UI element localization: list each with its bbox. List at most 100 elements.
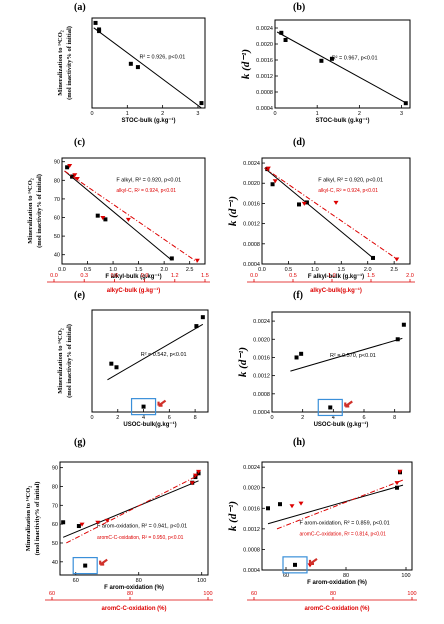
- x2-axis-label: aromC-C-oxidation (%): [102, 606, 167, 612]
- y-axis-label: k (d⁻¹): [227, 501, 239, 531]
- x-tick-label: 0: [273, 111, 276, 117]
- y-tick-label: 90: [52, 466, 58, 472]
- data-point: [125, 217, 131, 222]
- highlight-arrow: [308, 557, 318, 565]
- x2-axis-label: alkyC-bulk(g.kg⁻¹): [310, 287, 362, 294]
- y-tick-label: 0.0008: [243, 242, 260, 248]
- y-axis-label: Mineralization to ¹⁴CO₂: [57, 30, 64, 95]
- panel-label: (f): [293, 290, 303, 301]
- x-tick-label: 2: [301, 415, 304, 421]
- y-tick-label: 70: [54, 197, 60, 203]
- data-point: [301, 201, 307, 206]
- x2-tick-label: 100: [203, 591, 212, 597]
- chart-panel-e: (e) 0 2 4 6 8 USOC-bulk(g.kg⁻¹) Mineralization …: [57, 290, 209, 428]
- data-point: [104, 518, 110, 523]
- data-point: [266, 506, 270, 511]
- x-tick-label: 8: [393, 415, 396, 421]
- y-tick-label: 0.0008: [253, 392, 270, 398]
- fit-line: [264, 167, 398, 260]
- fit-line: [290, 337, 403, 372]
- data-point: [298, 501, 304, 506]
- annotation: alkyl-C, R² = 0.924, p<0.01: [318, 188, 378, 194]
- x2-tick-label: 2.0: [406, 273, 414, 279]
- y-axis-label-sub: (mol inactivity% of initial): [34, 482, 41, 556]
- y-tick-label: 0.0004: [243, 568, 260, 574]
- x-tick-label: 2: [358, 111, 361, 117]
- data-point: [297, 202, 301, 207]
- plot-frame: [91, 309, 209, 413]
- panel-label: (d): [293, 137, 305, 148]
- data-point: [135, 65, 140, 70]
- highlight-box: [72, 556, 98, 575]
- x-tick-label: 4: [142, 415, 145, 421]
- plot-frame: [59, 461, 209, 576]
- x-tick-label: 4: [332, 415, 335, 421]
- chart-panel-f: (f) 0 2 4 6 8 0.0004 0.0008 0.0012 0.0016 0.0020 0.…: [237, 290, 411, 428]
- y-tick-label: 0.0016: [256, 58, 273, 64]
- x2-tick-label: 0.3: [80, 273, 88, 279]
- x-axis-label: F alkyl-bulk (g.kg⁻¹): [105, 273, 161, 280]
- x2-tick-label: 100: [407, 591, 416, 597]
- plot-frame: [274, 19, 411, 109]
- data-point: [74, 176, 80, 181]
- x-axis-label: STOC-bulk (g.kg⁻¹): [315, 117, 369, 124]
- annotation: R² = 0.570, p<0.01: [330, 353, 376, 359]
- y-tick-label: 0.0020: [256, 42, 273, 48]
- plot-frame: [261, 461, 413, 571]
- x-tick-label: 2.0: [364, 267, 372, 273]
- data-point: [304, 200, 309, 205]
- highlight-arrow: [157, 399, 167, 407]
- data-point: [95, 520, 101, 525]
- y-tick-label: 60: [54, 216, 60, 222]
- fit-line: [64, 170, 173, 261]
- x-tick-label: 0.0: [58, 267, 66, 273]
- data-point: [265, 166, 271, 171]
- x-tick-label: 3: [400, 111, 403, 117]
- y-tick-label: 0.0024: [253, 319, 270, 325]
- y-axis-label: k (d⁻¹): [237, 347, 249, 377]
- panel-label: (g): [74, 437, 86, 448]
- data-point: [265, 167, 270, 172]
- annotation: R² = 0.926, p<0.01: [139, 55, 185, 61]
- x2-tick-label: 80: [330, 591, 336, 597]
- annotation: R² = 0.967, p<0.01: [332, 56, 378, 62]
- chart-panel-a: (a) 0 1 2 3 STOC-bulk (g.kg⁻¹) Mineralization …: [57, 2, 206, 124]
- data-point: [95, 213, 100, 218]
- x-tick-label: 0.5: [285, 267, 293, 273]
- x-tick-label: 60: [283, 573, 289, 579]
- plot-frame: [91, 17, 206, 109]
- x-tick-label: 2: [116, 415, 119, 421]
- fit-line: [107, 323, 204, 381]
- data-point: [109, 361, 114, 366]
- x-axis-label: USOC-bulk (g.kg⁻¹): [314, 421, 369, 428]
- data-point: [371, 255, 375, 260]
- x-tick-label: 80: [343, 573, 349, 579]
- data-point: [403, 101, 408, 106]
- data-point: [329, 56, 334, 61]
- x-tick-label: 0: [270, 415, 273, 421]
- data-point: [397, 469, 403, 474]
- x-tick-label: 3: [196, 111, 199, 117]
- y-tick-label: 0.0020: [243, 486, 260, 492]
- y-tick-label: 50: [52, 541, 58, 547]
- x2-axis-label: aromC-C-oxidation (%): [305, 606, 370, 612]
- data-point: [76, 524, 81, 529]
- chart-panel-c: (c) 0.0 0.5 1.0 1.5 2.0 2.5 40 50 60 70 80 90 F alkyl…: [27, 137, 210, 294]
- y-axis-label: k (d⁻¹): [227, 196, 239, 226]
- data-point: [72, 173, 78, 178]
- x2-axis-label: alkyC-bulk (g.kg⁻¹): [107, 287, 161, 294]
- y-tick-label: 0.0016: [253, 355, 270, 361]
- x2-tick-label: 1.5: [367, 273, 375, 279]
- y-tick-label: 80: [54, 178, 60, 184]
- x2-tick-label: 0.6: [111, 273, 119, 279]
- data-point: [128, 61, 133, 66]
- panel-label: (h): [293, 437, 305, 448]
- data-point: [270, 182, 275, 187]
- x-tick-label: 1.5: [337, 267, 345, 273]
- data-point: [93, 20, 98, 25]
- x-axis-label: F arom-oxidation (%): [104, 585, 164, 591]
- y-tick-label: 0.0020: [243, 181, 260, 187]
- fit-line: [276, 479, 404, 530]
- x-tick-label: 6: [362, 415, 365, 421]
